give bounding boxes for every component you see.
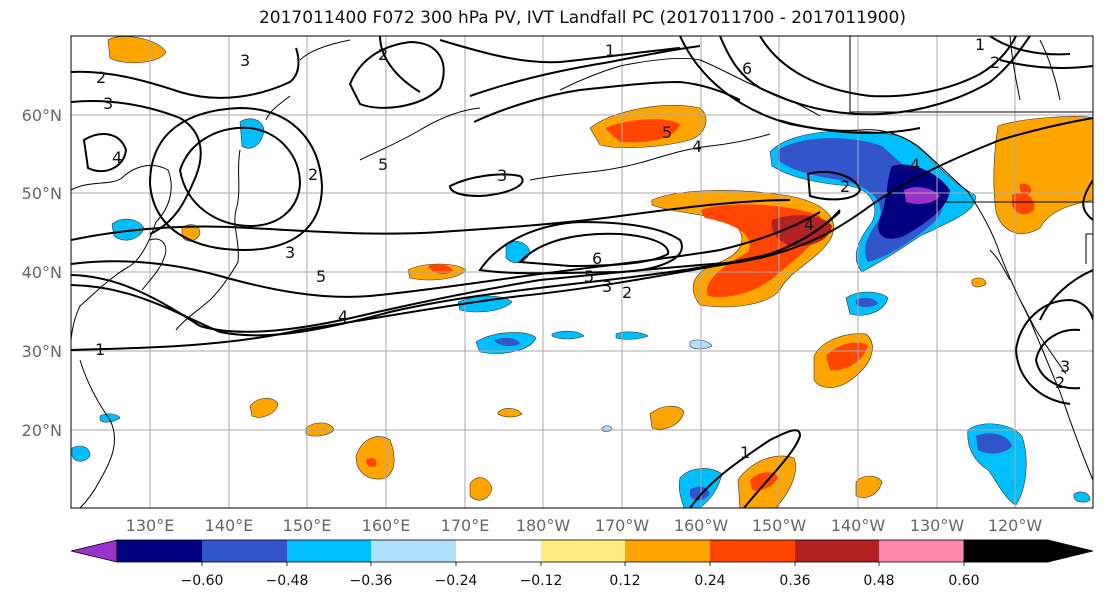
colorbar: −0.60 −0.48 −0.36 −0.24 −0.12 0.12 0.24 … [70,539,1094,589]
contour-label: 2 [622,283,632,302]
lat-label: 60°N [22,106,62,125]
contour-label: 4 [804,215,814,234]
lon-label: 150°W [752,516,807,535]
contour-label: 5 [378,155,388,174]
lon-label: 160°E [362,516,411,535]
lon-label: 150°E [283,516,332,535]
contour-label: 6 [742,59,752,78]
contour-label: 3 [602,277,612,296]
colorbar-segment [117,540,202,562]
pv-contours [71,36,1093,508]
contour-label: 1 [605,41,615,60]
colorbar-tick-label: −0.60 [181,573,224,589]
contour-label: 3 [285,243,295,262]
colorbar-segment [963,539,1094,563]
lon-label: 140°E [205,516,254,535]
contour-label: 2 [990,53,1000,72]
lat-label: 50°N [22,184,62,203]
lat-label: 40°N [22,263,62,282]
contour-label: 1 [975,35,985,54]
lon-label: 130°W [910,516,965,535]
contour-label: 2 [840,177,850,196]
contour-label: 2 [308,165,318,184]
colorbar-segment [710,540,795,562]
contour-label: 2 [96,68,106,87]
colorbar-tick-label: −0.24 [435,573,478,589]
contour-label: 4 [112,148,122,167]
colorbar-segment [70,539,118,563]
colorbar-segment [371,540,456,562]
latitude-labels: 60°N 50°N 40°N 30°N 20°N [22,106,62,440]
contour-label: 1 [740,443,750,462]
lon-label: 180°W [516,516,571,535]
map-title: 2017011400 F072 300 hPa PV, IVT Landfall… [258,8,906,28]
colorbar-segment [541,540,625,562]
map-frame [70,35,1094,509]
contour-label: 3 [240,51,250,70]
lat-label: 30°N [22,342,62,361]
contour-label: 3 [497,166,507,185]
contour-label: 4 [910,155,920,174]
contour-label: 1 [95,340,105,359]
colorbar-tick-label: −0.48 [266,573,309,589]
lon-label: 170°W [595,516,650,535]
contour-label: 2 [1055,373,1065,392]
gridlines [71,36,1093,508]
colorbar-tick-label: 0.24 [694,573,725,589]
colorbar-tick-label: 0.36 [779,573,810,589]
colorbar-segment [202,540,287,562]
contour-label: 3 [1060,357,1070,376]
colorbar-segment [879,540,964,562]
contour-labels: 1 1 1 1 2 2 2 2 2 2 2 3 3 3 3 3 3 4 4 4 … [95,35,1070,462]
colorbar-segment [795,540,879,562]
coastlines [71,36,1093,508]
contour-label: 5 [316,267,326,286]
lon-label: 170°E [441,516,490,535]
colorbar-segment [287,540,371,562]
longitude-labels: 130°E 140°E 150°E 160°E 170°E 180°W 170°… [126,516,1043,535]
contour-label: 4 [338,307,348,326]
colorbar-tick-label: 0.12 [609,573,640,589]
contour-label: 5 [662,123,672,142]
lon-label: 120°W [988,516,1043,535]
lon-label: 140°W [831,516,886,535]
contour-label: 2 [378,45,388,64]
colorbar-tick-label: −0.36 [350,573,393,589]
colorbar-tick-label: 0.60 [948,573,979,589]
colorbar-tick-label: −0.12 [520,573,563,589]
contour-label: 5 [584,267,594,286]
colorbar-tick-label: 0.48 [863,573,894,589]
contour-label: 3 [103,94,113,113]
contour-label: 4 [692,137,702,156]
colorbar-segment [625,540,710,562]
lat-label: 20°N [22,421,62,440]
lon-label: 130°E [126,516,175,535]
contour-label: 6 [592,249,602,268]
lon-label: 160°W [674,516,729,535]
negative-anomaly-regions [71,118,1091,508]
colorbar-segment [456,540,541,562]
